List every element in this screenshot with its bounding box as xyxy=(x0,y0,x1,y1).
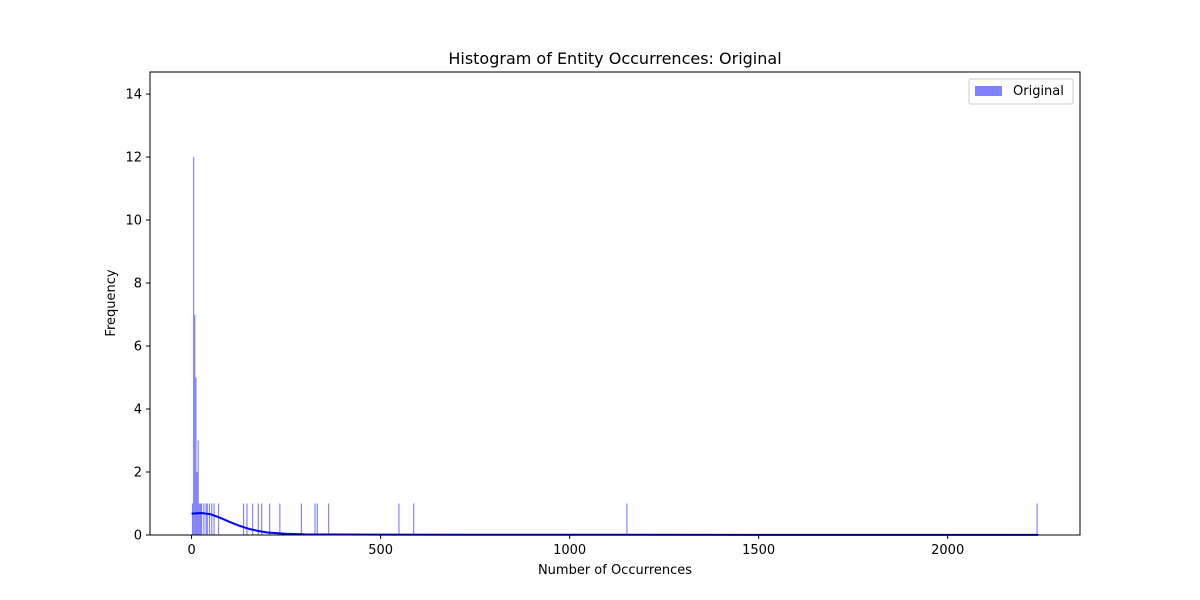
histogram-bars xyxy=(191,157,1038,536)
histogram-bar xyxy=(261,503,263,535)
y-tick-label: 4 xyxy=(134,403,142,418)
histogram-bar xyxy=(193,157,195,536)
legend-box xyxy=(968,78,1074,105)
histogram-bar xyxy=(252,503,254,535)
chart-title: Histogram of Entity Occurrences: Origina… xyxy=(448,49,781,68)
histogram-bar xyxy=(196,472,198,535)
histogram-bar xyxy=(203,503,205,535)
x-tick-label: 0 xyxy=(187,543,195,558)
y-tick-label: 0 xyxy=(134,529,142,544)
histogram-bar xyxy=(199,503,202,535)
histogram-bar xyxy=(257,503,259,535)
histogram-bar xyxy=(211,503,213,535)
axes: 0 500 1000 1500 2000 0 2 4 6 8 10 12 14 xyxy=(125,71,1081,558)
histogram-bar xyxy=(208,503,211,535)
x-axis-label: Number of Occurrences xyxy=(538,563,692,578)
histogram-bar xyxy=(279,503,281,535)
histogram-bar xyxy=(626,503,628,535)
y-tick-label: 6 xyxy=(134,340,142,355)
histogram-bar xyxy=(205,503,207,535)
histogram-bar xyxy=(243,503,245,535)
histogram-bar xyxy=(218,503,220,535)
histogram-bar xyxy=(198,503,200,535)
legend-swatch xyxy=(975,86,1002,96)
x-tick-label: 500 xyxy=(368,543,393,558)
histogram-bar xyxy=(316,503,318,535)
histogram-bar xyxy=(206,503,208,535)
y-tick-label: 12 xyxy=(125,151,142,166)
histogram-bar xyxy=(195,377,197,535)
legend: Original xyxy=(968,78,1074,105)
y-tick-label: 8 xyxy=(134,277,142,292)
axes-frame xyxy=(149,71,1081,536)
y-tick-label: 14 xyxy=(125,88,142,103)
y-axis-label: Frequency xyxy=(104,269,119,336)
histogram-bar xyxy=(413,503,415,535)
histogram-bar xyxy=(269,503,271,535)
histogram-bar xyxy=(246,503,248,535)
y-tick-label: 10 xyxy=(125,214,142,229)
histogram-bar xyxy=(213,503,215,535)
legend-label: Original xyxy=(1013,84,1064,99)
histogram-bar xyxy=(1036,503,1038,535)
histogram-bar xyxy=(201,503,203,535)
histogram-bar xyxy=(194,314,196,535)
histogram-bar xyxy=(300,503,302,535)
histogram-bar xyxy=(328,503,330,535)
y-tick-label: 2 xyxy=(134,466,142,481)
histogram-bar xyxy=(314,503,316,535)
histogram-bar xyxy=(197,440,199,535)
histogram-bar xyxy=(191,503,194,535)
x-tick-label: 1500 xyxy=(742,543,775,558)
x-tick-label: 1000 xyxy=(553,543,586,558)
histogram-bar xyxy=(398,503,400,535)
x-tick-label: 2000 xyxy=(931,543,964,558)
